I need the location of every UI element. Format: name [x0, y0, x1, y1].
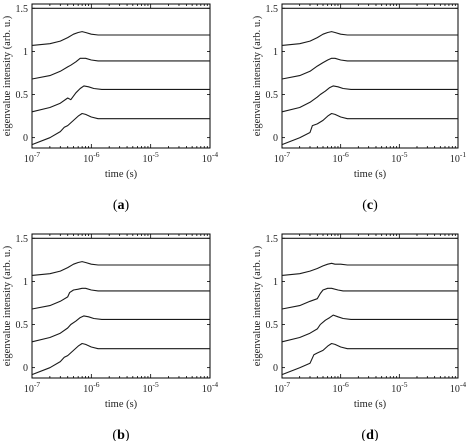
series-line-5	[281, 112, 458, 146]
series-line-3	[31, 57, 210, 80]
panel-b: 0 0.5 1 1.5 10-7 10-6 10-5 10-4 time (s) eigenval…	[2, 233, 218, 441]
y-axis-label: eigenvalue intensity (arb. u.)	[252, 245, 263, 366]
series-line-5	[31, 112, 210, 146]
y-tick-label: 1	[23, 47, 28, 58]
series-line-4	[281, 314, 458, 343]
series-line-3	[281, 287, 458, 310]
x-tick-label: 10-4	[450, 380, 466, 395]
panel-c: 0 0.5 1 1.5 10-7 10-6 10-5 10-1 time (s) eigenval…	[252, 3, 466, 213]
y-tick-label: 1.5	[16, 4, 29, 15]
series-line-5	[31, 342, 210, 376]
x-tick-label: 10-6	[333, 380, 349, 395]
y-axis-label: eigenvalue intensity (arb. u.)	[2, 15, 13, 136]
series-line-4	[31, 85, 210, 113]
y-tick-label: 1	[23, 277, 28, 288]
y-tick-label: 1	[273, 47, 278, 58]
x-tick-label: 10-5	[391, 380, 407, 395]
series-line-3	[281, 57, 458, 80]
x-axis-label: time (s)	[105, 169, 138, 180]
y-tick-label: 0.5	[16, 320, 29, 331]
y-tick-label: 0	[23, 133, 28, 144]
y-tick-label: 0	[273, 133, 278, 144]
y-tick-label: 0.5	[266, 320, 279, 331]
x-tick-label: 10-1	[450, 150, 466, 165]
plot-frame	[31, 233, 211, 379]
plot-frame	[281, 3, 459, 149]
series-line-5	[281, 342, 458, 376]
x-tick-label: 10-7	[24, 380, 40, 395]
plot-frame	[31, 3, 211, 149]
y-tick-label: 1.5	[266, 4, 279, 15]
series-line-4	[281, 85, 458, 113]
x-axis-label: time (s)	[354, 169, 387, 180]
x-tick-label: 10-4	[202, 150, 218, 165]
x-axis-label: time (s)	[105, 399, 138, 410]
panel-caption: (c)	[362, 198, 378, 213]
x-tick-label: 10-5	[391, 150, 407, 165]
x-tick-label: 10-6	[333, 150, 349, 165]
panel-caption: (d)	[361, 428, 378, 441]
y-axis-label: eigenvalue intensity (arb. u.)	[252, 15, 263, 136]
y-tick-label: 0	[273, 363, 278, 374]
y-axis-label: eigenvalue intensity (arb. u.)	[2, 245, 13, 366]
series-line-2	[281, 262, 458, 276]
y-tick-label: 0	[23, 363, 28, 374]
panel-caption: (a)	[113, 198, 130, 213]
y-tick-label: 1.5	[266, 234, 279, 245]
x-tick-label: 10-5	[143, 150, 159, 165]
y-tick-label: 0.5	[16, 90, 29, 101]
x-tick-label: 10-7	[274, 150, 290, 165]
x-tick-label: 10-7	[24, 150, 40, 165]
x-tick-label: 10-6	[83, 150, 99, 165]
series-line-2	[31, 261, 210, 276]
y-tick-label: 1.5	[16, 234, 29, 245]
series-line-2	[31, 31, 210, 46]
y-tick-label: 1	[273, 277, 278, 288]
series-line-2	[281, 31, 458, 46]
x-tick-label: 10-4	[202, 380, 218, 395]
plot-frame	[281, 233, 459, 379]
panel-a: 0 0.5 1 1.5 10-7 10-6 10-5 10-4 time (s) eigenval…	[2, 3, 218, 213]
panel-caption: (b)	[112, 428, 129, 441]
series-line-4	[31, 315, 210, 343]
x-axis-label: time (s)	[354, 399, 387, 410]
series-line-3	[31, 287, 210, 310]
y-tick-label: 0.5	[266, 90, 279, 101]
x-tick-label: 10-7	[274, 380, 290, 395]
panel-d: 0 0.5 1 1.5 10-7 10-6 10-5 10-4 time (s) eigenval…	[252, 233, 466, 441]
x-tick-label: 10-5	[143, 380, 159, 395]
x-tick-label: 10-6	[83, 380, 99, 395]
